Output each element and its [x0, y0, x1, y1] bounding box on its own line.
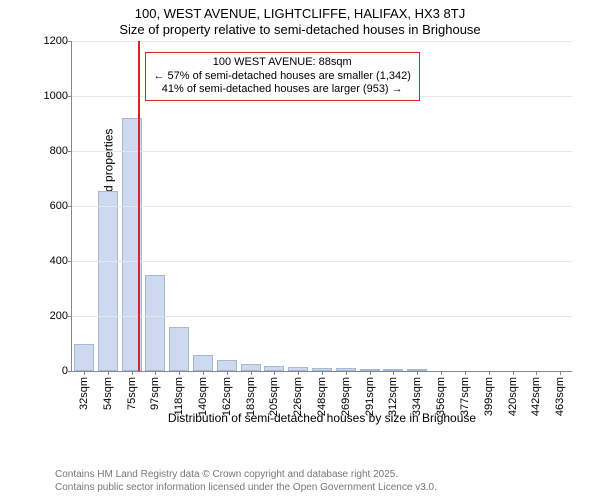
grid-line — [72, 206, 572, 207]
xtick-mark — [393, 371, 394, 375]
ytick-label: 0 — [62, 365, 68, 377]
histogram-bar — [193, 355, 213, 372]
footer-attribution: Contains HM Land Registry data © Crown c… — [55, 468, 437, 494]
marker-callout: 100 WEST AVENUE: 88sqm← 57% of semi-deta… — [145, 52, 420, 101]
xtick-mark — [513, 371, 514, 375]
footer-line-2: Contains public sector information licen… — [55, 481, 437, 494]
histogram-bar — [98, 191, 118, 371]
ytick-mark — [68, 316, 72, 317]
xtick-mark — [489, 371, 490, 375]
xtick-mark — [251, 371, 252, 375]
xtick-mark — [441, 371, 442, 375]
ytick-label: 800 — [50, 145, 68, 157]
xtick-mark — [155, 371, 156, 375]
ytick-mark — [68, 371, 72, 372]
xtick-mark — [322, 371, 323, 375]
histogram-bar — [169, 327, 189, 371]
xtick-mark — [370, 371, 371, 375]
xtick-label: 118sqm — [173, 377, 185, 415]
callout-line: ← 57% of semi-detached houses are smalle… — [154, 70, 411, 84]
ytick-label: 600 — [50, 200, 68, 212]
title-sub: Size of property relative to semi-detach… — [0, 22, 600, 37]
callout-line: 41% of semi-detached houses are larger (… — [154, 83, 411, 97]
title-main: 100, WEST AVENUE, LIGHTCLIFFE, HALIFAX, … — [0, 6, 600, 21]
ytick-label: 1200 — [44, 35, 68, 47]
xtick-label: 97sqm — [149, 377, 161, 410]
histogram-bar — [145, 275, 165, 371]
grid-line — [72, 41, 572, 42]
xtick-mark — [346, 371, 347, 375]
ytick-mark — [68, 151, 72, 152]
ytick-mark — [68, 206, 72, 207]
xtick-mark — [227, 371, 228, 375]
footer-line-1: Contains HM Land Registry data © Crown c… — [55, 468, 437, 481]
xtick-mark — [84, 371, 85, 375]
title-block: 100, WEST AVENUE, LIGHTCLIFFE, HALIFAX, … — [0, 0, 600, 37]
ytick-mark — [68, 41, 72, 42]
xtick-mark — [179, 371, 180, 375]
x-axis-title: Distribution of semi-detached houses by … — [72, 411, 572, 425]
xtick-mark — [274, 371, 275, 375]
xtick-label: 54sqm — [102, 377, 114, 410]
ytick-label: 400 — [50, 255, 68, 267]
grid-line — [72, 261, 572, 262]
xtick-mark — [536, 371, 537, 375]
callout-line: 100 WEST AVENUE: 88sqm — [154, 56, 411, 70]
histogram-bar — [74, 344, 94, 372]
xtick-mark — [132, 371, 133, 375]
histogram-bar — [241, 364, 261, 371]
histogram-bar — [217, 360, 237, 371]
chart-area: Number of semi-detached properties 32sqm… — [55, 41, 585, 411]
ytick-label: 200 — [50, 310, 68, 322]
xtick-mark — [298, 371, 299, 375]
xtick-label: 75sqm — [126, 377, 138, 410]
marker-line — [138, 41, 140, 371]
xtick-mark — [465, 371, 466, 375]
ytick-mark — [68, 96, 72, 97]
xtick-mark — [203, 371, 204, 375]
ytick-mark — [68, 261, 72, 262]
xtick-mark — [560, 371, 561, 375]
grid-line — [72, 316, 572, 317]
xtick-label: 32sqm — [78, 377, 90, 410]
ytick-label: 1000 — [44, 90, 68, 102]
grid-line — [72, 151, 572, 152]
xtick-mark — [417, 371, 418, 375]
xtick-mark — [108, 371, 109, 375]
plot-region: 32sqm54sqm75sqm97sqm118sqm140sqm162sqm18… — [71, 41, 572, 372]
